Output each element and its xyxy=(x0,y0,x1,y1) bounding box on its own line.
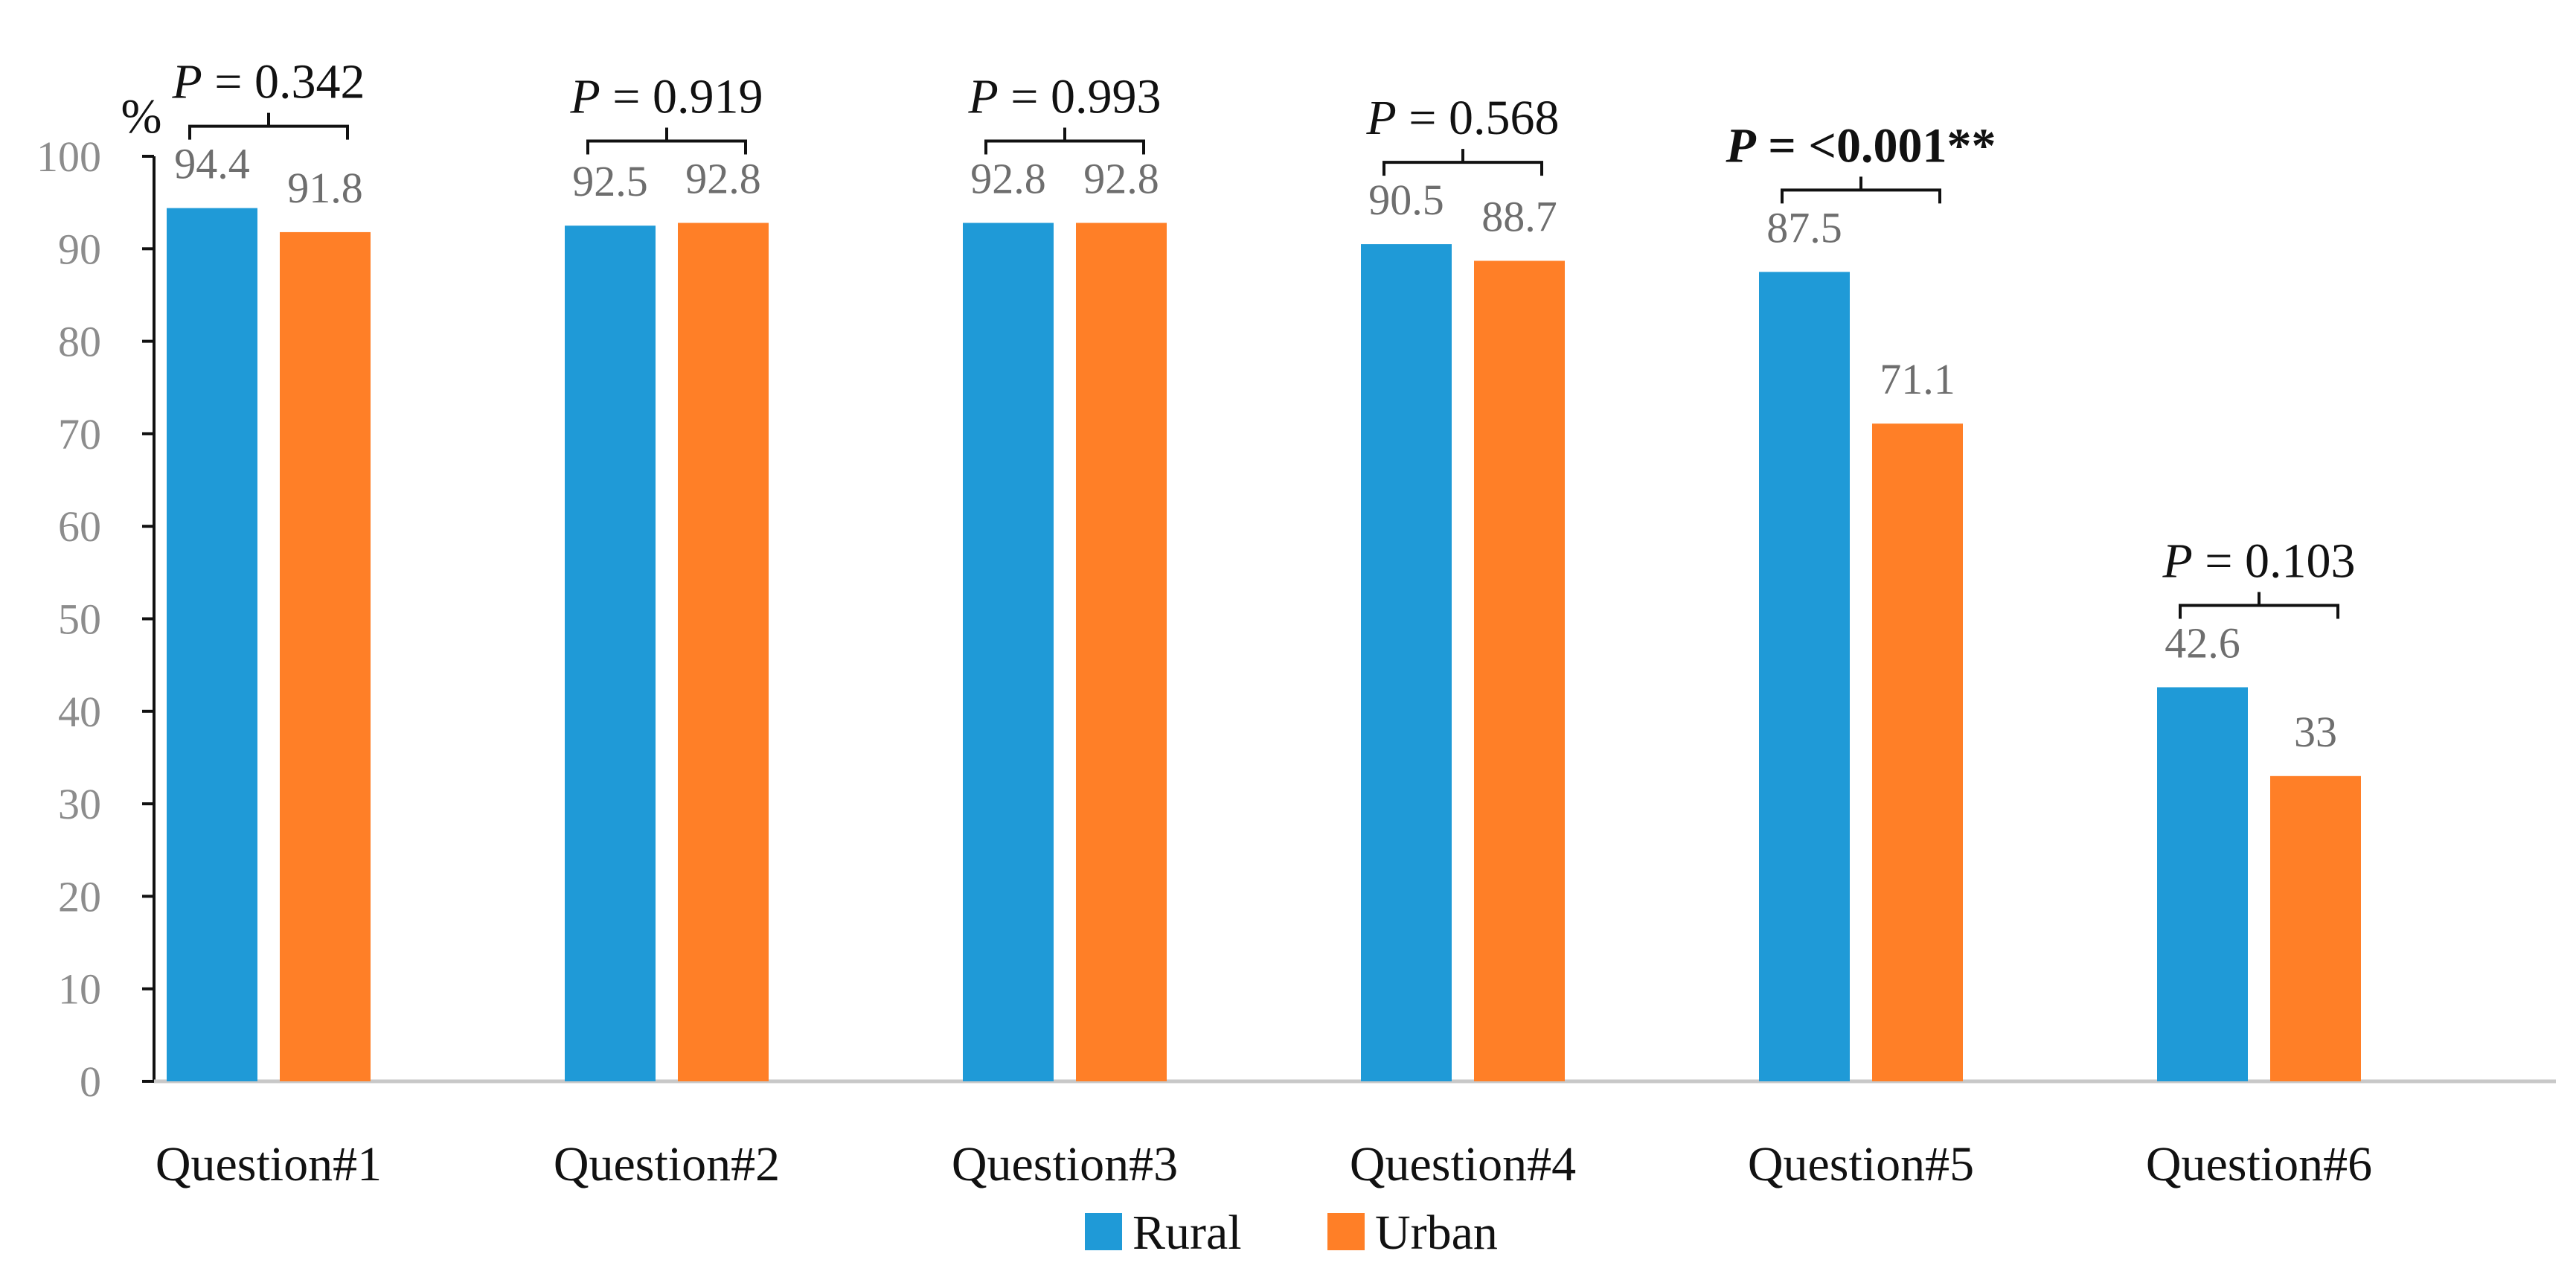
p-value-bracket-1 xyxy=(188,112,349,140)
legend-swatch-urban xyxy=(1327,1213,1365,1250)
data-label-urban-5: 71.1 xyxy=(1880,355,1955,403)
p-value-bracket-6 xyxy=(2179,592,2339,619)
x-tick-label: Question#2 xyxy=(554,1137,780,1191)
y-tick-label: 10 xyxy=(58,965,101,1014)
data-label-urban-3: 92.8 xyxy=(1083,154,1159,202)
p-value-annotation-1: P = 0.342 xyxy=(171,55,365,109)
legend-swatch-rural xyxy=(1085,1213,1122,1250)
p-value-annotation-4: P = 0.568 xyxy=(1365,91,1559,145)
bar-rural-4 xyxy=(1361,244,1452,1082)
bar-urban-2 xyxy=(678,223,769,1082)
p-value-bracket-4 xyxy=(1382,149,1543,176)
bar-urban-5 xyxy=(1872,423,1963,1081)
p-value-text: = 0.993 xyxy=(999,69,1162,124)
y-tick-label: 30 xyxy=(58,780,101,828)
p-symbol: P xyxy=(1365,91,1396,145)
p-symbol: P xyxy=(171,55,202,109)
p-symbol: P xyxy=(569,69,600,124)
data-label-rural-6: 42.6 xyxy=(2165,618,2240,667)
legend-label-rural: Rural xyxy=(1132,1206,1242,1260)
y-tick-label: 40 xyxy=(58,688,101,736)
p-value-text: = <0.001** xyxy=(1756,118,1996,173)
y-tick-label: 100 xyxy=(36,132,101,181)
p-value-annotation-2: P = 0.919 xyxy=(569,69,763,124)
p-value-annotation-6: P = 0.103 xyxy=(2162,534,2355,588)
x-tick-label: Question#5 xyxy=(1748,1137,1974,1191)
x-tick-label: Question#3 xyxy=(952,1137,1178,1191)
p-value-bracket-3 xyxy=(984,127,1145,155)
y-tick-label: 60 xyxy=(58,502,101,551)
data-label-rural-2: 92.5 xyxy=(572,157,648,205)
data-label-rural-3: 92.8 xyxy=(970,154,1046,202)
p-value-text: = 0.919 xyxy=(600,69,763,124)
data-label-urban-1: 91.8 xyxy=(287,164,363,212)
bar-rural-3 xyxy=(963,223,1054,1082)
data-label-urban-6: 33 xyxy=(2294,708,2337,756)
y-tick-label: 20 xyxy=(58,872,101,921)
data-label-rural-5: 87.5 xyxy=(1766,203,1842,252)
y-axis-unit-label: % xyxy=(121,89,162,144)
bar-rural-5 xyxy=(1759,272,1850,1081)
p-value-text: = 0.342 xyxy=(202,55,365,109)
p-value-annotation-5: P = <0.001** xyxy=(1725,118,1996,173)
p-symbol: P xyxy=(2162,534,2192,588)
p-symbol: P xyxy=(967,69,998,124)
legend-label-urban: Urban xyxy=(1375,1206,1498,1260)
bar-urban-6 xyxy=(2270,775,2361,1081)
bar-urban-4 xyxy=(1474,260,1565,1082)
p-value-text: = 0.103 xyxy=(2193,534,2356,588)
data-label-rural-4: 90.5 xyxy=(1368,176,1444,224)
p-value-text: = 0.568 xyxy=(1397,91,1560,145)
data-label-rural-1: 94.4 xyxy=(174,140,250,188)
data-label-urban-4: 88.7 xyxy=(1481,192,1557,240)
p-symbol: P xyxy=(1725,118,1756,173)
x-tick-label: Question#4 xyxy=(1350,1137,1576,1191)
x-tick-label: Question#1 xyxy=(156,1137,382,1191)
y-tick-label: 0 xyxy=(80,1058,101,1106)
p-value-bracket-2 xyxy=(586,127,747,155)
bar-rural-1 xyxy=(167,208,257,1081)
p-value-bracket-5 xyxy=(1781,176,1941,204)
y-tick-label: 90 xyxy=(58,225,101,273)
bar-rural-6 xyxy=(2157,687,2248,1081)
data-label-urban-2: 92.8 xyxy=(685,154,761,202)
x-tick-label: Question#6 xyxy=(2146,1137,2372,1191)
bar-urban-1 xyxy=(280,231,371,1081)
y-tick-label: 50 xyxy=(58,595,101,644)
y-tick-label: 80 xyxy=(58,318,101,366)
bar-rural-2 xyxy=(565,225,656,1082)
y-tick-label: 70 xyxy=(58,410,101,458)
p-value-annotation-3: P = 0.993 xyxy=(967,69,1161,124)
bar-urban-3 xyxy=(1076,223,1167,1082)
